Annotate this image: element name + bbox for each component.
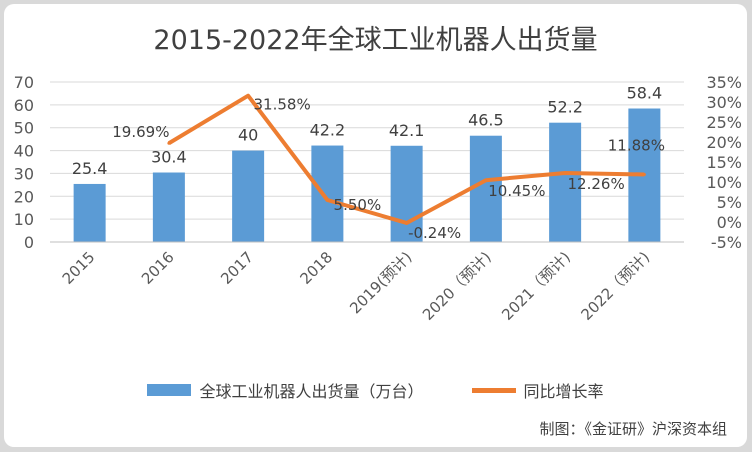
bar-data-label: 58.4 (627, 84, 663, 103)
line-data-label: 11.88% (608, 136, 665, 154)
legend-line-label: 同比增长率 (523, 382, 604, 401)
y-left-tick-label: 50 (14, 119, 34, 138)
y-left-tick-label: 10 (14, 210, 34, 229)
bar (311, 145, 344, 242)
bar-series (73, 108, 661, 242)
line-data-label: 31.58% (254, 96, 311, 114)
bar (232, 150, 265, 242)
y-right-tick-label: 5% (717, 193, 742, 212)
chart-plot: 25.4 30.4 40 42.2 42.1 46.5 52.2 58.4 19.69% 31.5… (14, 73, 742, 324)
bar (469, 135, 502, 242)
y-left-tick-label: 40 (14, 142, 34, 161)
bar (549, 122, 582, 242)
legend-bar-label: 全球工业机器人出货量（万台） (199, 382, 424, 401)
line-data-label: 12.26% (568, 175, 625, 193)
chart-title: 2015-2022年全球工业机器人出货量 (153, 25, 598, 56)
legend: 全球工业机器人出货量（万台） 同比增长率 (4, 378, 747, 402)
y-left-tick-label: 0 (24, 233, 34, 252)
line-point (246, 94, 250, 98)
y-right-tick-label: 30% (706, 93, 742, 112)
x-tick-label: 2018 (296, 248, 336, 288)
y-right-tick-label: 20% (706, 133, 742, 152)
bar (390, 145, 423, 242)
source-note: 制图：《金证研》沪深资本组 (539, 420, 727, 438)
line-point (325, 198, 329, 202)
y-left-tick-label: 20 (14, 187, 34, 206)
y-right-tick-label: 25% (706, 113, 742, 132)
line-point (405, 221, 409, 225)
x-tick-label: 2021（预计) (498, 248, 574, 324)
line-data-label: 19.69% (112, 123, 169, 141)
legend-line-swatch (471, 387, 516, 393)
line-data-label: 5.50% (334, 196, 382, 214)
line-data-label: -0.24% (408, 224, 461, 242)
bar-data-label: 46.5 (468, 111, 504, 130)
y-right-tick-label: 0% (717, 213, 742, 232)
legend-bar-swatch (147, 384, 192, 396)
bar (73, 183, 106, 242)
y-right-tick-label: 10% (706, 173, 742, 192)
bar-data-label: 40 (238, 126, 258, 145)
bar-data-label: 52.2 (547, 98, 583, 117)
x-tick-label: 2019(预计) (346, 248, 415, 317)
x-tick-label: 2020（预计) (419, 248, 495, 324)
x-tick-label: 2017 (217, 248, 257, 288)
line-series (167, 93, 646, 225)
chart-frame: 2015-2022年全球工业机器人出货量 25.4 30.4 40 42.2 42.1 4… (4, 4, 747, 447)
bar (152, 172, 185, 242)
bar-data-label: 30.4 (151, 148, 187, 167)
x-tick-label: 2022（预计) (578, 248, 654, 324)
legend-item-bar: 全球工业机器人出货量（万台） (147, 378, 424, 402)
data-labels: 25.4 30.4 40 42.2 42.1 46.5 52.2 58.4 19.69% 31.5… (72, 84, 665, 242)
line-point (484, 178, 488, 182)
y-left-tick-label: 70 (14, 73, 34, 92)
y-right-tick-label: -5% (711, 233, 742, 252)
bar-data-label: 25.4 (72, 159, 108, 178)
line-data-label: 10.45% (488, 182, 545, 200)
legend-item-line: 同比增长率 (471, 378, 604, 402)
y-right-tick-label: 15% (706, 153, 742, 172)
line-point (642, 172, 646, 176)
y-left-tick-label: 30 (14, 164, 34, 183)
bar-data-label: 42.1 (389, 121, 425, 140)
x-tick-label: 2015 (59, 248, 99, 288)
x-tick-label: 2016 (138, 248, 178, 288)
line-point (167, 141, 171, 145)
bar-data-label: 42.2 (310, 121, 346, 140)
line-point (563, 171, 567, 175)
y-right-tick-label: 35% (706, 73, 742, 92)
y-left-tick-label: 60 (14, 96, 34, 115)
